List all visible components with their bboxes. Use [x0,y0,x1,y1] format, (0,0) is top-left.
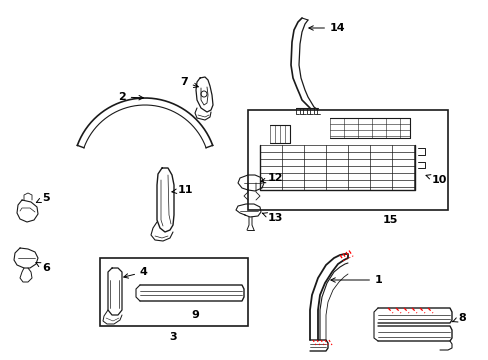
Text: 2: 2 [118,92,143,102]
Text: 3: 3 [169,332,177,342]
Bar [247,110,447,210]
Text: 12: 12 [261,173,283,183]
Text: 10: 10 [425,175,447,185]
Text: 13: 13 [262,213,283,223]
Text: 5: 5 [36,193,49,203]
Text: 11: 11 [172,185,193,195]
Text: 1: 1 [330,275,382,285]
Text: 8: 8 [451,313,465,323]
Text: 4: 4 [123,267,147,278]
Bar [100,258,247,326]
Text: 7: 7 [180,77,198,87]
Text: 9: 9 [191,310,199,320]
Text: 14: 14 [308,23,345,33]
Text: 6: 6 [36,262,50,273]
Text: 15: 15 [382,215,397,225]
